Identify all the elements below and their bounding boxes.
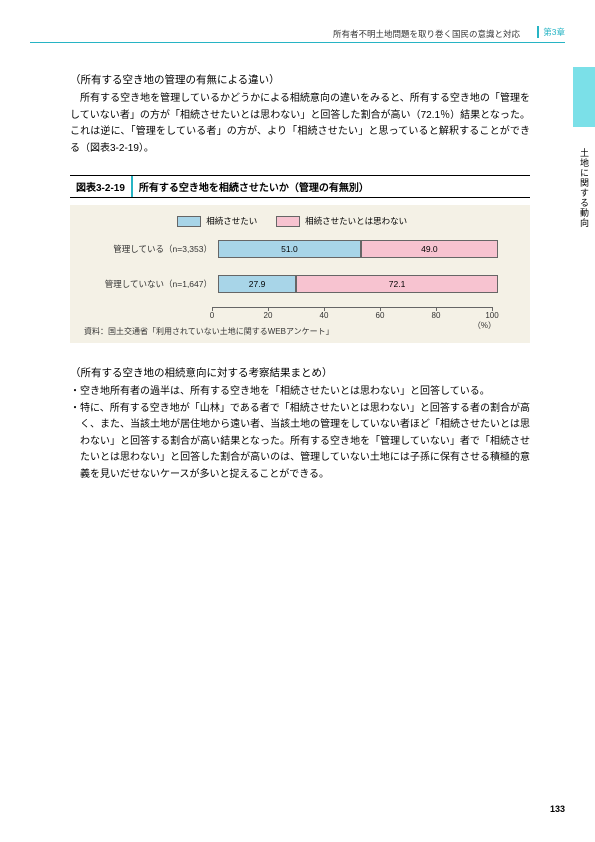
figure-caption: 所有する空き地を相続させたいか（管理の有無別） [133,176,375,197]
chapter-label: 第3章 [537,26,565,38]
bar-chart: 管理している（n=3,353）51.049.0管理していない（n=1,647）2… [82,237,518,322]
bar-category-label: 管理していない（n=1,647） [82,278,218,290]
axis-tick-label: 60 [376,311,385,320]
bullet-item: ・特に、所有する空き地が「山林」である者で「相続させたいとは思わない」と回答する… [70,401,530,484]
axis-tick-label: 20 [264,311,273,320]
bar-segment-want: 27.9 [218,275,296,293]
header-rule [30,42,565,43]
side-tab [573,67,595,127]
figure-number: 図表3-2-19 [70,176,133,197]
bullet-item: ・空き地所有者の過半は、所有する空き地を「相続させたいとは思わない」と回答してい… [70,384,530,401]
x-axis: 020406080100（%） [82,307,518,325]
bar-segment-notwant: 49.0 [361,240,498,258]
page-header: 所有者不明土地問題を取り巻く国民の意識と対応 第3章 [0,28,595,46]
bar-segment-want: 51.0 [218,240,361,258]
legend-swatch-1 [177,216,201,227]
bar-segment-notwant: 72.1 [296,275,498,293]
axis-tick-label: 40 [320,311,329,320]
axis-tick-label: 80 [432,311,441,320]
body-paragraph: 所有する空き地を管理しているかどうかによる相続意向の違いをみると、所有する空き地… [70,91,530,157]
legend-label-1: 相続させたい [206,215,257,227]
bar-track: 27.972.1 [218,275,498,293]
page-number: 133 [550,804,565,814]
legend-label-2: 相続させたいとは思わない [305,215,407,227]
bar-track: 51.049.0 [218,240,498,258]
axis-tick-label: 100 [485,311,498,320]
main-content: （所有する空き地の管理の有無による違い） 所有する空き地を管理しているかどうかに… [70,72,530,483]
section-heading: （所有する空き地の相続意向に対する考察結果まとめ） [70,365,530,380]
bar-row: 管理している（n=3,353）51.049.0 [82,237,518,261]
chart-legend: 相続させたい 相続させたいとは思わない [82,215,518,227]
bullet-list: ・空き地所有者の過半は、所有する空き地を「相続させたいとは思わない」と回答してい… [70,384,530,483]
axis-unit-label: （%） [473,320,496,331]
side-section-label: 土地に関する動向 [577,148,589,228]
axis-tick-label: 0 [210,311,214,320]
figure-title-bar: 図表3-2-19 所有する空き地を相続させたいか（管理の有無別） [70,175,530,198]
legend-swatch-2 [276,216,300,227]
bar-category-label: 管理している（n=3,353） [82,243,218,255]
chart-container: 相続させたい 相続させたいとは思わない 管理している（n=3,353）51.04… [70,205,530,343]
figure-source: 資料：国土交通省「利用されていない土地に関するWEBアンケート」 [82,326,518,337]
bar-row: 管理していない（n=1,647）27.972.1 [82,272,518,296]
section-heading: （所有する空き地の管理の有無による違い） [70,72,530,87]
running-title: 所有者不明土地問題を取り巻く国民の意識と対応 [333,28,520,40]
